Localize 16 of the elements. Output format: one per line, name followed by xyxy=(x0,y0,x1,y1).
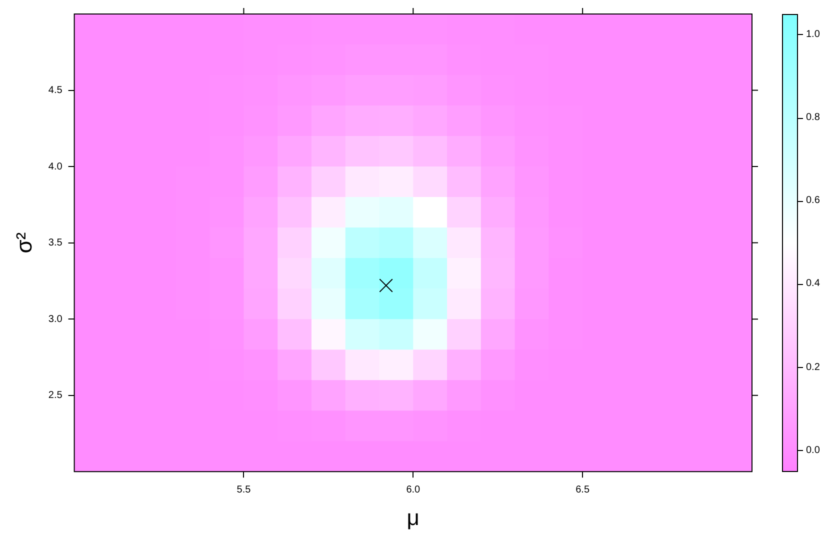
y-tick-label: 3.0 xyxy=(48,314,63,325)
color-bar-label: 0.0 xyxy=(806,444,820,457)
y-tick-label: 4.5 xyxy=(48,85,63,96)
color-bar-label: 1.0 xyxy=(806,28,820,41)
x-tick-label: 5.5 xyxy=(236,484,252,496)
y-tick-label: 3.5 xyxy=(48,238,63,249)
color-bar-label: 0.4 xyxy=(806,278,820,290)
color-bar-label: 0.6 xyxy=(806,195,820,208)
x-tick-label: 6.5 xyxy=(576,484,590,496)
color-bar-label: 0.2 xyxy=(806,362,820,374)
x-axis-title: μ xyxy=(406,504,420,530)
color-bar-label: 0.8 xyxy=(806,112,820,124)
x-tick-label: 6.0 xyxy=(406,484,421,496)
y-axis-title: σ² xyxy=(11,232,36,254)
y-tick-label: 2.5 xyxy=(48,390,63,402)
y-tick-label: 4.0 xyxy=(48,161,63,172)
